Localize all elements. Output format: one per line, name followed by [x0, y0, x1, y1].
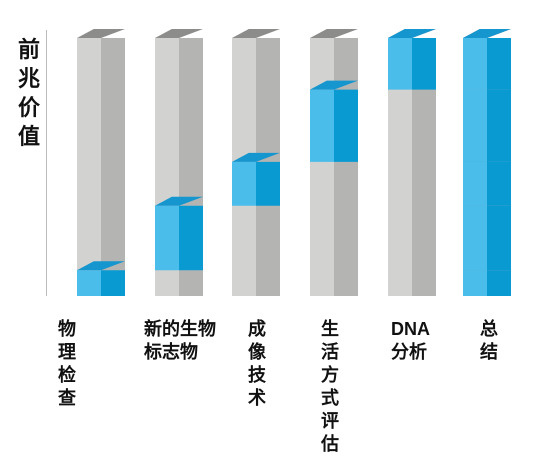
bar-segment-1-0-side: [179, 205, 203, 271]
bar-segment-1-0-top: [155, 196, 203, 206]
category-label-line: 物: [58, 319, 76, 340]
column-3-front: [310, 38, 334, 296]
category-label-line: 结: [480, 342, 498, 363]
category-label-lifestyle: 生 活 方 式 评 估: [321, 318, 339, 456]
category-label-line: 标志物: [144, 342, 198, 363]
bar-segment-0-0-side: [101, 270, 125, 296]
category-label-line: DNA: [391, 319, 430, 339]
column-0-side: [101, 38, 125, 296]
category-label-line: 分析: [391, 342, 427, 362]
bar-segment-0-0-front: [77, 270, 101, 296]
bar-segment-5-4-top: [463, 29, 511, 38]
category-label-summary: 总 结: [480, 318, 498, 364]
category-label-line: 检: [58, 365, 76, 386]
category-label-biomarkers: 新的生物 标志物: [144, 318, 216, 364]
bar-segment-5-1-front: [463, 205, 487, 271]
category-label-line: 活: [321, 342, 339, 363]
category-label-line: 理: [58, 342, 76, 363]
category-label-line: 术: [248, 388, 266, 409]
y-axis-label-char: 兆: [17, 67, 40, 92]
category-label-line: 式: [321, 388, 339, 409]
bar-segment-5-0-side: [487, 270, 511, 296]
category-label-line: 估: [321, 434, 339, 455]
column-0-top: [77, 29, 125, 38]
bar-segment-5-4-side: [487, 38, 511, 90]
category-label-line: 成: [248, 319, 266, 340]
bar-segment-5-1-side: [487, 205, 511, 271]
category-label-line: 评: [321, 411, 339, 432]
bar-segment-5-2-side: [487, 161, 511, 206]
bar-segment-4-0-front: [388, 38, 412, 90]
column-3-top: [310, 29, 358, 38]
y-axis-label-char: 值: [17, 125, 40, 150]
category-label-line: 方: [321, 365, 339, 386]
category-label-line: 新的生物: [144, 319, 216, 340]
bar-segment-5-4-front: [463, 38, 487, 90]
category-label-line: 技: [248, 365, 266, 386]
bar-segment-2-0-top: [232, 152, 280, 162]
bar-segment-1-0-front: [155, 205, 179, 271]
bar-segment-0-0-top: [77, 261, 125, 271]
column-4-side: [412, 38, 436, 296]
bar-segment-5-2-front: [463, 161, 487, 206]
y-axis-line: [46, 30, 47, 296]
category-label-imaging: 成 像 技 术: [248, 318, 266, 410]
bar-segment-4-0-top: [388, 29, 436, 38]
bar-segment-4-0-side: [412, 38, 436, 90]
column-2-top: [232, 29, 280, 38]
bar-segment-5-3-side: [487, 89, 511, 162]
column-4-front: [388, 38, 412, 296]
column-0-front: [77, 38, 101, 296]
bar-segment-5-3-front: [463, 89, 487, 162]
y-axis-label-char: 价: [17, 96, 40, 121]
bar-segment-3-0-side: [334, 89, 358, 162]
bar-segment-2-0-side: [256, 161, 280, 206]
column-1-top: [155, 29, 203, 38]
category-label-line: 生: [321, 319, 339, 340]
bar-segment-3-0-top: [310, 80, 358, 90]
category-label-line: 总: [480, 319, 498, 340]
category-label-line: 像: [248, 342, 266, 363]
y-axis-label: 前 兆 价 值: [14, 36, 44, 152]
bar-segment-2-0-front: [232, 161, 256, 206]
bar-segment-5-0-front: [463, 270, 487, 296]
column-3-side: [334, 38, 358, 296]
category-label-line: 查: [58, 388, 76, 409]
y-axis-label-char: 前: [17, 38, 40, 63]
bar-segment-3-0-front: [310, 89, 334, 162]
category-label-physical-exam: 物 理 检 查: [58, 318, 76, 410]
category-label-dna: DNA 分析: [391, 318, 430, 364]
